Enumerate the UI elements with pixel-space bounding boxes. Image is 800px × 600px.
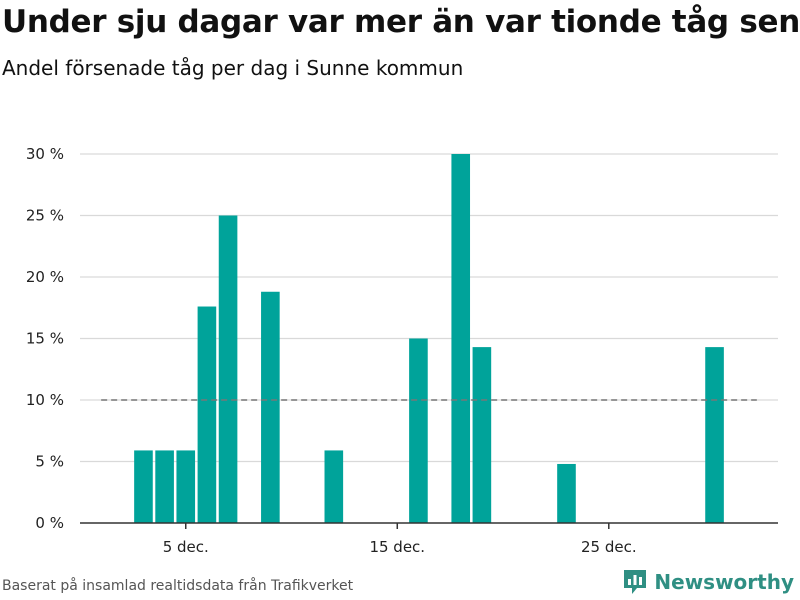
y-tick-label: 15 % [26, 330, 64, 348]
bar [324, 450, 344, 523]
y-tick-label: 5 % [35, 453, 64, 471]
bar [155, 450, 174, 523]
bar [176, 450, 196, 523]
bar [134, 450, 153, 523]
y-tick-label: 30 % [26, 145, 64, 163]
bar [451, 154, 471, 523]
y-tick-label: 25 % [26, 207, 64, 225]
source-note: Baserat på insamlad realtidsdata från Tr… [2, 578, 354, 594]
bar [261, 291, 280, 523]
brand-logo[interactable]: Newsworthy [622, 568, 794, 596]
bar [557, 463, 576, 523]
bar [705, 347, 724, 523]
brand-name: Newsworthy [654, 570, 794, 594]
bar [218, 215, 238, 523]
y-tick-label: 20 % [26, 268, 64, 286]
x-tick-label: 15 dec. [369, 538, 425, 556]
bar [472, 347, 492, 523]
chart-title: Under sju dagar var mer än var tionde tå… [2, 4, 800, 40]
x-tick-label: 25 dec. [581, 538, 637, 556]
y-tick-label: 10 % [26, 391, 64, 409]
x-tick-label: 5 dec. [163, 538, 209, 556]
y-tick-label: 0 % [35, 514, 64, 532]
newsworthy-logo-icon [624, 570, 647, 594]
bar [409, 338, 428, 523]
bar [197, 306, 217, 523]
chart-subtitle: Andel försenade tåg per dag i Sunne komm… [2, 56, 464, 80]
